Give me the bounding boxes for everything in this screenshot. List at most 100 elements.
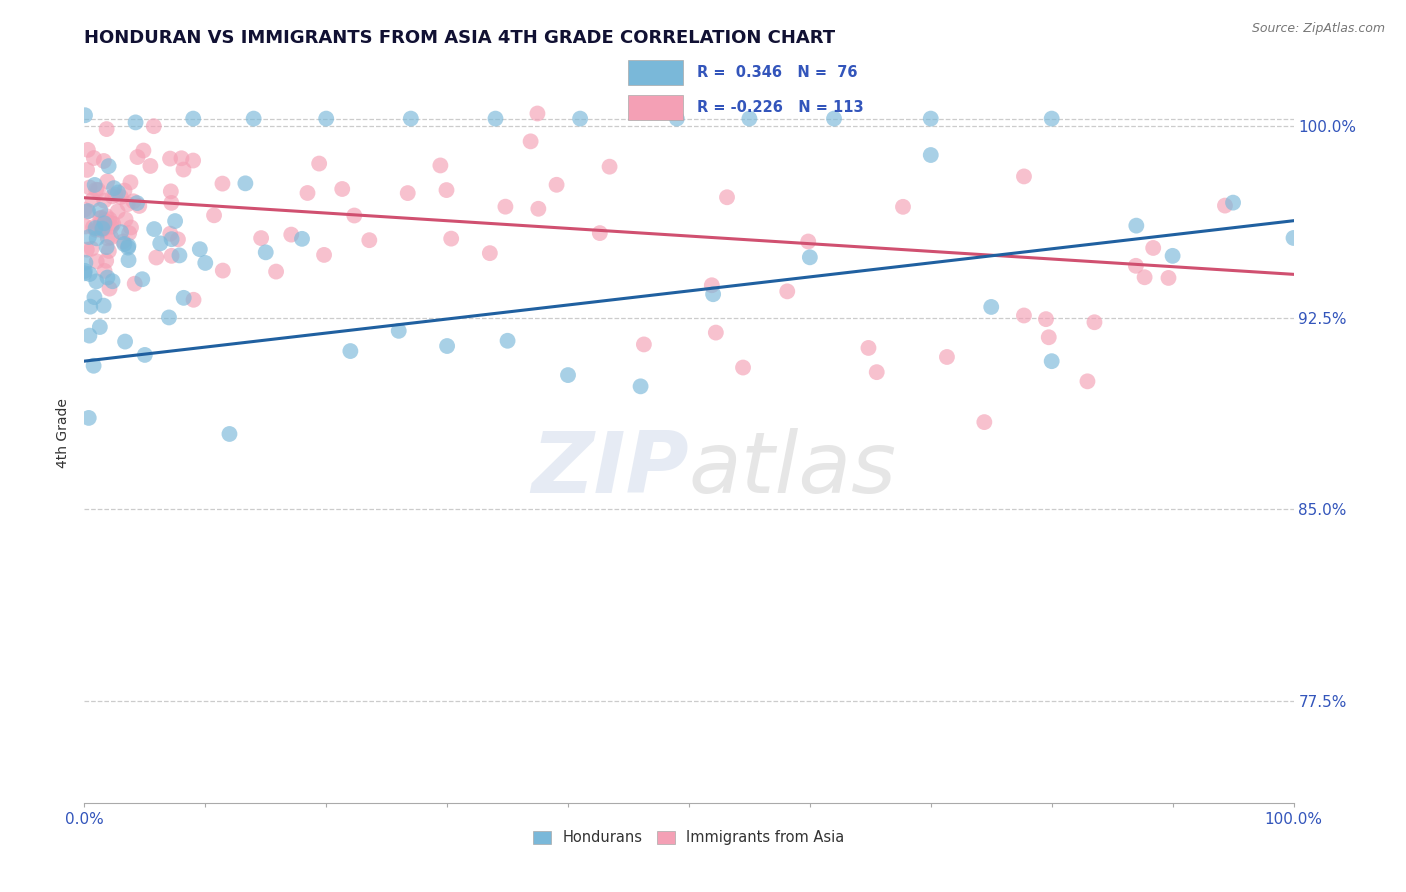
Point [114, 212, 136, 227]
Point [82, 220, 104, 235]
Point [90, 223, 112, 237]
Point [436, 183, 458, 197]
Point [107, 204, 129, 219]
Point [84, 221, 107, 235]
Point [980, 300, 1002, 314]
Point [79, 267, 101, 281]
Point [633, 337, 655, 351]
Point [396, 186, 419, 200]
Text: atlas: atlas [689, 428, 897, 511]
Point [920, 148, 942, 162]
Point [280, 227, 302, 242]
Point [98, 212, 121, 227]
Point [1076, 375, 1098, 389]
Text: Source: ZipAtlas.com: Source: ZipAtlas.com [1251, 22, 1385, 36]
Y-axis label: 4th Grade: 4th Grade [56, 398, 70, 467]
Point [96, 270, 118, 285]
Point [159, 152, 181, 166]
Point [557, 368, 579, 383]
Point [920, 112, 942, 126]
Point [478, 246, 501, 260]
Point [128, 199, 150, 213]
Point [117, 239, 139, 253]
Point [73, 266, 96, 280]
Point [91, 221, 114, 235]
Point [1012, 309, 1035, 323]
Point [83, 359, 105, 373]
Point [527, 202, 550, 216]
Point [84, 183, 107, 197]
Point [169, 248, 191, 262]
Point [160, 249, 183, 263]
FancyBboxPatch shape [628, 61, 683, 86]
Point [89, 211, 111, 226]
Point [142, 119, 165, 133]
Point [118, 226, 141, 240]
Point [100, 216, 122, 230]
Point [173, 291, 195, 305]
Point [891, 200, 914, 214]
Point [738, 112, 761, 126]
Point [211, 263, 233, 277]
Point [599, 160, 621, 174]
Point [343, 209, 366, 223]
Point [96, 209, 118, 223]
Point [93, 221, 115, 235]
Point [716, 190, 738, 204]
Point [823, 112, 845, 126]
Point [75, 219, 97, 234]
Point [97, 244, 120, 258]
Point [96, 240, 118, 254]
Point [104, 187, 127, 202]
Point [76, 204, 98, 219]
Point [76, 243, 98, 257]
Point [93, 153, 115, 168]
Point [519, 134, 541, 148]
Point [93, 194, 115, 208]
Point [101, 189, 124, 203]
Point [97, 231, 120, 245]
Point [90, 220, 112, 235]
Point [700, 278, 723, 293]
Text: R =  0.346   N =  76: R = 0.346 N = 76 [697, 65, 858, 80]
Point [112, 237, 135, 252]
Point [1142, 241, 1164, 255]
Point [90, 211, 112, 225]
Point [143, 222, 166, 236]
Point [181, 153, 204, 168]
Point [1012, 169, 1035, 184]
Point [160, 232, 183, 246]
Point [73, 108, 96, 122]
Point [96, 174, 118, 188]
Point [107, 186, 129, 200]
Point [117, 197, 139, 211]
Point [80, 242, 103, 256]
Point [440, 232, 463, 246]
Point [86, 231, 108, 245]
Point [124, 277, 146, 291]
Point [1038, 330, 1060, 344]
Point [254, 245, 277, 260]
Point [936, 350, 959, 364]
Point [86, 274, 108, 288]
Point [120, 175, 142, 189]
Point [94, 213, 117, 227]
Point [79, 180, 101, 194]
Point [308, 156, 330, 170]
Point [297, 186, 319, 200]
Point [90, 216, 112, 230]
Point [496, 334, 519, 348]
Point [866, 365, 889, 379]
Point [160, 185, 183, 199]
Point [858, 341, 880, 355]
Point [93, 216, 115, 230]
Point [1282, 231, 1305, 245]
Point [546, 178, 568, 192]
Point [704, 326, 727, 340]
Legend: Hondurans, Immigrants from Asia: Hondurans, Immigrants from Asia [527, 824, 851, 851]
Text: ZIP: ZIP [531, 428, 689, 511]
Point [120, 220, 142, 235]
Point [84, 223, 107, 237]
Point [79, 300, 101, 314]
Point [170, 151, 193, 165]
